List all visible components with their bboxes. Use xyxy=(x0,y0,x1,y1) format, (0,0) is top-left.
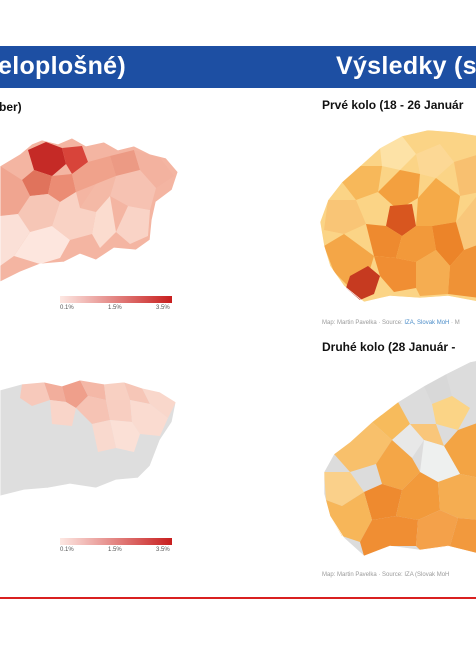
map-region xyxy=(438,474,476,520)
map-region xyxy=(378,170,420,210)
footer-divider xyxy=(0,597,476,599)
map-region xyxy=(342,166,382,200)
map-region xyxy=(92,196,116,248)
map-region xyxy=(62,146,88,174)
left-bottom-map xyxy=(0,379,177,497)
map-region xyxy=(448,518,476,553)
legend-tick: 3.5% xyxy=(156,305,170,311)
map-region xyxy=(334,422,392,472)
legend-gradient xyxy=(60,538,172,545)
map-region xyxy=(110,170,156,210)
legend-tick: 3.5% xyxy=(156,547,170,553)
map-region xyxy=(22,170,52,196)
map-region xyxy=(326,492,372,542)
round1-title: Prvé kolo (18 - 26 Január xyxy=(322,98,464,112)
legend-tick: 0.1% xyxy=(60,305,74,311)
map-region xyxy=(324,200,366,234)
round2-map xyxy=(323,360,476,557)
map-region xyxy=(416,250,450,296)
credit-suffix: · M xyxy=(449,320,460,326)
map-region xyxy=(386,204,416,236)
map-region xyxy=(416,510,458,550)
header-band xyxy=(0,46,476,88)
round2-title: Druhé kolo (28 Január - xyxy=(322,340,456,354)
map-region xyxy=(18,194,60,232)
map-region xyxy=(48,174,76,202)
map-region xyxy=(360,516,418,556)
map-region xyxy=(448,245,476,298)
map-region xyxy=(416,178,460,226)
map-region xyxy=(76,396,110,424)
map-region xyxy=(44,382,66,402)
map-region xyxy=(324,472,364,506)
map-region xyxy=(372,402,410,440)
map-region xyxy=(106,400,132,422)
map-region xyxy=(110,420,140,452)
left-top-legend: 0.1% 1.5% 3.5% xyxy=(60,296,172,314)
map-region xyxy=(346,266,380,300)
map-region xyxy=(52,192,96,240)
legend-tick: 1.5% xyxy=(108,305,122,311)
legend-tick: 1.5% xyxy=(108,547,122,553)
map-region xyxy=(364,484,402,520)
map-region xyxy=(14,226,70,264)
map-region xyxy=(80,176,116,212)
legend-gradient xyxy=(60,296,172,303)
map-region xyxy=(20,382,50,406)
right-section-title: Výsledky (s xyxy=(336,52,476,80)
round1-credit: Map: Martin Pavelka · Source: IZA, Slova… xyxy=(322,320,460,326)
map-region xyxy=(392,424,424,458)
map-region xyxy=(28,142,66,176)
round1-map xyxy=(319,129,476,303)
map-region xyxy=(0,214,30,266)
map-region xyxy=(142,388,176,418)
map-region xyxy=(0,166,30,216)
map-region xyxy=(424,374,452,404)
left-bottom-legend: 0.1% 1.5% 3.5% xyxy=(60,538,172,556)
map-region xyxy=(110,150,140,176)
map-region xyxy=(456,197,476,250)
map-region xyxy=(62,380,88,408)
map-region xyxy=(396,472,440,520)
left-top-subtitle: ber) xyxy=(0,100,22,114)
left-top-map xyxy=(0,137,179,283)
map-region xyxy=(396,226,436,262)
map-region xyxy=(410,424,444,446)
map-region xyxy=(444,423,476,478)
map-region xyxy=(130,400,168,436)
map-region xyxy=(432,396,470,430)
map-region xyxy=(366,224,402,258)
credit-prefix: Map: Martin Pavelka · Source: xyxy=(322,320,405,326)
map-region xyxy=(376,440,420,490)
credit-sources: IZA, Slovak MoH xyxy=(404,320,450,326)
map-region xyxy=(116,206,150,244)
map-region xyxy=(92,420,116,452)
map-region xyxy=(416,144,454,178)
legend-tick: 0.1% xyxy=(60,547,74,553)
map-region xyxy=(134,150,174,188)
map-region xyxy=(72,156,116,192)
map-region xyxy=(104,382,130,400)
map-region xyxy=(380,136,416,170)
round2-credit: Map: Martin Pavelka · Source: IZA (Slova… xyxy=(322,572,450,578)
map-region xyxy=(420,440,460,482)
map-region xyxy=(454,155,476,196)
map-region xyxy=(432,222,464,266)
map-region xyxy=(374,256,416,292)
map-region xyxy=(80,380,106,400)
left-section-title: eloplošné) xyxy=(0,52,127,80)
map-region xyxy=(124,382,150,404)
map-region xyxy=(50,400,76,426)
